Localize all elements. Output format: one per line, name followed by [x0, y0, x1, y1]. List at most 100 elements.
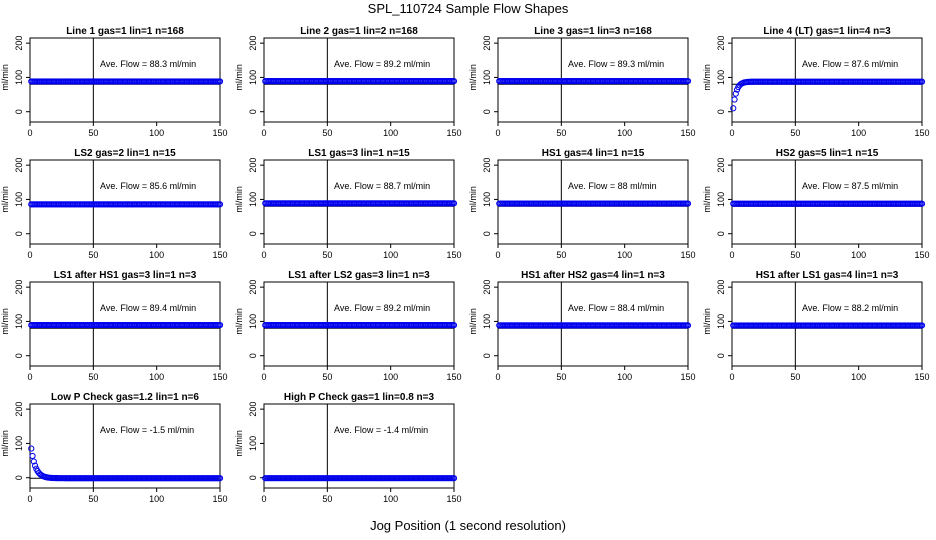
x-tick-label: 150: [446, 494, 461, 504]
y-tick-label: 0: [248, 231, 258, 236]
x-tick-label: 150: [680, 372, 695, 382]
data-point: [684, 200, 692, 207]
data-point: [29, 452, 36, 460]
x-tick-label: 50: [88, 372, 98, 382]
y-tick-label: 200: [716, 280, 726, 295]
x-tick-label: 150: [914, 250, 929, 260]
y-tick-label: 100: [716, 192, 726, 207]
data-point: [732, 90, 739, 97]
y-axis-label: ml/min: [0, 186, 10, 213]
figure-x-axis-label: Jog Position (1 second resolution): [370, 518, 566, 533]
panel-title: High P Check gas=1 lin=0.8 n=3: [284, 392, 435, 403]
y-tick-label: 0: [14, 231, 24, 236]
y-tick-label: 200: [482, 158, 492, 173]
y-tick-label: 0: [248, 109, 258, 114]
y-tick-label: 200: [248, 402, 258, 417]
y-tick-label: 100: [14, 70, 24, 85]
ave-flow-annotation: Ave. Flow = 88.2 ml/min: [802, 303, 898, 313]
ave-flow-annotation: Ave. Flow = 87.6 ml/min: [802, 59, 898, 69]
y-tick-label: 200: [248, 158, 258, 173]
x-tick-label: 150: [446, 250, 461, 260]
x-tick-label: 0: [495, 250, 500, 260]
x-tick-label: 0: [27, 128, 32, 138]
data-point: [731, 96, 738, 103]
y-tick-label: 0: [248, 475, 258, 480]
y-tick-label: 0: [716, 231, 726, 236]
x-tick-label: 100: [851, 250, 866, 260]
y-tick-label: 0: [482, 353, 492, 358]
x-tick-label: 150: [914, 372, 929, 382]
panel-title: HS2 gas=5 lin=1 n=15: [776, 148, 879, 159]
data-point: [918, 322, 926, 329]
x-tick-label: 50: [556, 128, 566, 138]
ave-flow-annotation: Ave. Flow = 88.7 ml/min: [334, 181, 430, 191]
y-tick-label: 200: [716, 158, 726, 173]
y-axis-label: ml/min: [468, 308, 478, 335]
ave-flow-annotation: Ave. Flow = 88 ml/min: [568, 181, 657, 191]
y-axis-label: ml/min: [0, 430, 10, 457]
panel-12: HS1 after LS1 gas=4 lin=1 n=3 ml/min 0 100 2…: [702, 270, 930, 382]
x-tick-label: 50: [322, 372, 332, 382]
y-tick-label: 100: [482, 70, 492, 85]
data-point: [730, 105, 737, 112]
x-tick-label: 0: [729, 372, 734, 382]
x-tick-label: 0: [27, 372, 32, 382]
x-tick-label: 150: [212, 128, 227, 138]
y-axis-label: ml/min: [234, 308, 244, 335]
x-tick-label: 150: [446, 128, 461, 138]
panel-2: Line 2 gas=1 lin=2 n=168 ml/min 0 100 200 0 50…: [234, 26, 462, 138]
y-axis-label: ml/min: [702, 186, 712, 213]
x-tick-label: 0: [261, 250, 266, 260]
panel-6: LS1 gas=3 lin=1 n=15 ml/min 0 100 200 0 50 100 1…: [234, 148, 462, 260]
y-tick-label: 100: [14, 436, 24, 451]
panel-4: Line 4 (LT) gas=1 lin=4 n=3 ml/min 0 100 200…: [702, 26, 930, 138]
x-tick-label: 0: [261, 128, 266, 138]
ave-flow-annotation: Ave. Flow = -1.5 ml/min: [100, 425, 194, 435]
data-point: [918, 78, 926, 85]
panel-title: HS1 after HS2 gas=4 lin=1 n=3: [521, 270, 665, 281]
panel-8: HS2 gas=5 lin=1 n=15 ml/min 0 100 200 0 50 100 1…: [702, 148, 930, 260]
data-point: [450, 200, 458, 207]
figure-title: SPL_110724 Sample Flow Shapes: [367, 1, 569, 16]
ave-flow-annotation: Ave. Flow = -1.4 ml/min: [334, 425, 428, 435]
x-tick-label: 50: [88, 250, 98, 260]
panel-title: LS1 gas=3 lin=1 n=15: [308, 148, 410, 159]
y-tick-label: 200: [14, 402, 24, 417]
y-tick-label: 100: [248, 436, 258, 451]
panel-title: Line 1 gas=1 lin=1 n=168: [66, 26, 184, 37]
data-point: [31, 462, 39, 469]
x-tick-label: 100: [383, 494, 398, 504]
data-point: [918, 200, 926, 207]
ave-flow-annotation: Ave. Flow = 88.4 ml/min: [568, 303, 664, 313]
y-tick-label: 100: [716, 314, 726, 329]
y-axis-label: ml/min: [234, 430, 244, 457]
x-tick-label: 50: [322, 128, 332, 138]
data-point: [450, 322, 458, 329]
x-tick-label: 150: [680, 250, 695, 260]
x-tick-label: 100: [851, 128, 866, 138]
y-tick-label: 200: [14, 158, 24, 173]
data-point: [450, 475, 458, 482]
y-tick-label: 100: [482, 192, 492, 207]
y-tick-label: 0: [248, 353, 258, 358]
x-tick-label: 150: [446, 372, 461, 382]
x-tick-label: 100: [383, 250, 398, 260]
x-tick-label: 0: [261, 372, 266, 382]
x-tick-label: 50: [556, 372, 566, 382]
y-tick-label: 200: [14, 36, 24, 51]
y-tick-label: 100: [14, 314, 24, 329]
x-tick-label: 100: [383, 128, 398, 138]
y-tick-label: 200: [14, 280, 24, 295]
panel-9: LS1 after HS1 gas=3 lin=1 n=3 ml/min 0 100 2…: [0, 270, 228, 382]
x-tick-label: 50: [322, 494, 332, 504]
panel-1: Line 1 gas=1 lin=1 n=168 ml/min 0 100 200 0 50…: [0, 26, 228, 138]
ave-flow-annotation: Ave. Flow = 89.3 ml/min: [568, 59, 664, 69]
y-tick-label: 0: [482, 231, 492, 236]
y-tick-label: 200: [248, 36, 258, 51]
x-tick-label: 50: [556, 250, 566, 260]
ave-flow-annotation: Ave. Flow = 85.6 ml/min: [100, 181, 196, 191]
y-axis-label: ml/min: [468, 186, 478, 213]
x-tick-label: 0: [27, 250, 32, 260]
y-tick-label: 200: [716, 36, 726, 51]
